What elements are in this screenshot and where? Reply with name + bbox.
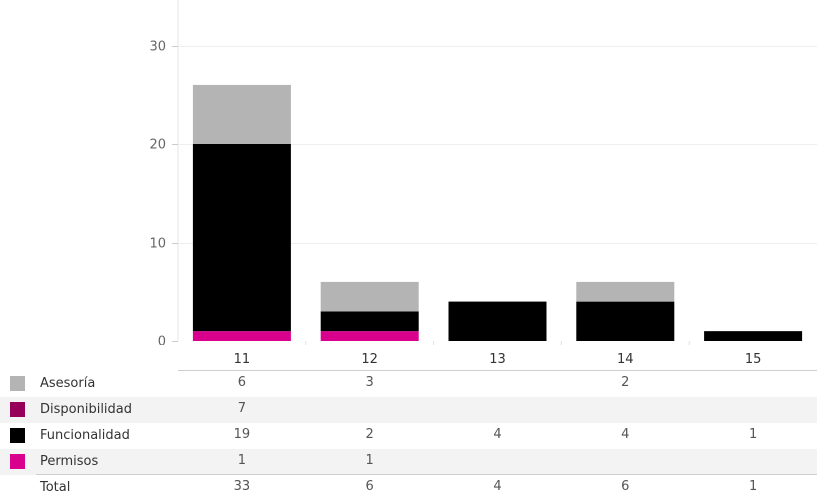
x-axis-rule	[178, 370, 817, 371]
legend-swatch	[10, 428, 25, 443]
row-label: Funcionalidad	[40, 428, 130, 443]
legend-swatch	[10, 454, 25, 469]
total-rule	[36, 474, 817, 475]
bar-segment-asesora	[320, 281, 419, 312]
row-label: Disponibilidad	[40, 402, 133, 417]
total-cell: 6	[621, 479, 630, 494]
x-category-label: 14	[617, 352, 634, 367]
bar-segment-funcionalidad	[192, 144, 291, 332]
x-category-label: 13	[489, 352, 506, 367]
table-row-total: Total 33 6 4 6 1	[0, 475, 817, 501]
row-label: Asesoría	[40, 376, 96, 391]
table-row-permisos: Permisos 1 1	[0, 449, 817, 475]
table-cell: 4	[493, 427, 502, 442]
table-cell: 7	[237, 401, 247, 416]
legend-swatch	[10, 376, 25, 391]
bar-segment-funcionalidad	[576, 301, 675, 341]
bar-segment-funcionalidad	[704, 331, 803, 341]
table-row-disponibilidad: Disponibilidad 7	[0, 397, 817, 423]
table-cell: 4	[621, 427, 630, 442]
table-cell: 1	[748, 427, 758, 442]
row-label: Permisos	[40, 454, 99, 469]
x-category-label: 11	[233, 352, 251, 367]
y-tick-label: 0	[158, 335, 166, 346]
stacked-bar-chart: 0 10 20 30	[149, 0, 817, 346]
table-cell: 1	[365, 453, 374, 468]
bar-segment-funcionalidad	[448, 301, 547, 341]
x-category-label: 15	[744, 352, 762, 367]
y-tick-label: 10	[149, 237, 166, 252]
total-cell: 6	[365, 479, 374, 494]
total-cell: 1	[748, 479, 758, 494]
total-cell: 4	[493, 479, 502, 494]
table-cell: 2	[621, 375, 630, 390]
total-label: Total	[40, 480, 71, 495]
legend-swatch	[10, 402, 25, 417]
bar-segment-asesora	[576, 281, 675, 302]
x-category-label: 12	[361, 352, 378, 367]
table-cell: 19	[233, 427, 251, 442]
table-cell: 3	[365, 375, 374, 390]
total-cell: 33	[233, 479, 251, 494]
y-tick-label: 30	[149, 40, 166, 55]
bar-segment-permisos	[320, 331, 419, 341]
bar-segment-permisos	[192, 331, 291, 341]
y-tick-label: 20	[149, 138, 166, 153]
table-row-asesoria: Asesoría 6 3 2	[0, 371, 817, 397]
bar-segment-asesora	[192, 84, 291, 144]
table-cell: 6	[237, 375, 247, 390]
table-cell: 1	[237, 453, 247, 468]
table-row-funcionalidad: Funcionalidad 19 2 4 4 1	[0, 423, 817, 449]
bar-segment-funcionalidad	[320, 311, 419, 332]
table-cell: 2	[365, 427, 374, 442]
